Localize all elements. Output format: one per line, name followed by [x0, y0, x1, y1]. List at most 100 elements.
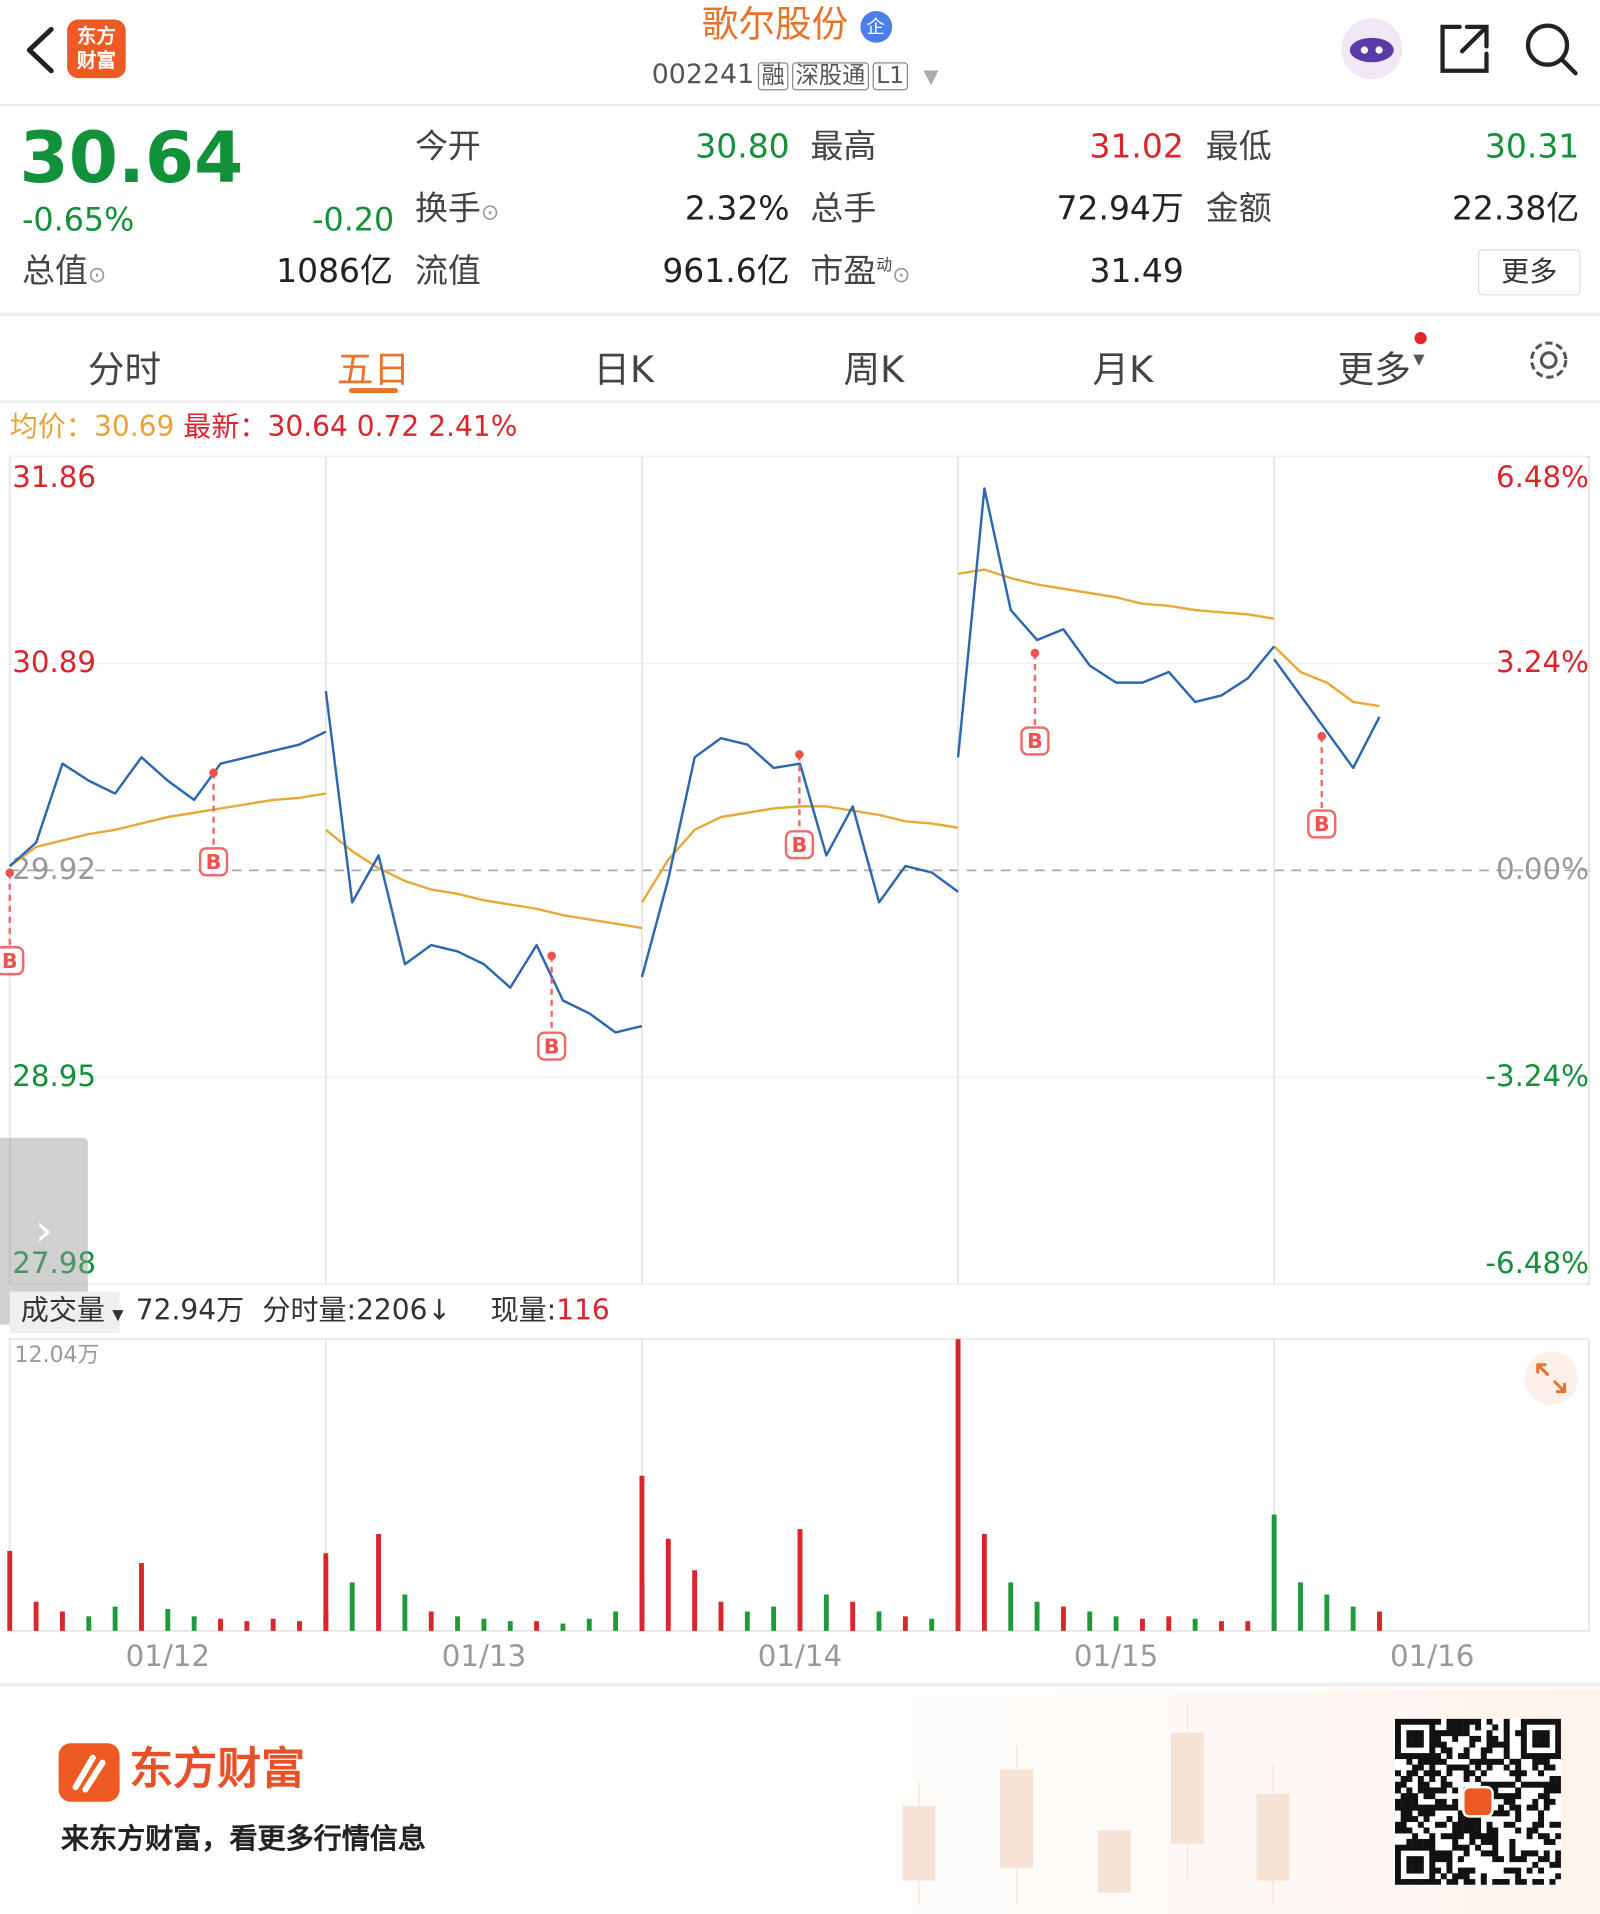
field-value: 72.94万: [1056, 190, 1184, 229]
qr-module: [1515, 1770, 1522, 1777]
more-button[interactable]: 更多: [1477, 249, 1581, 296]
qr-module: [1520, 1879, 1527, 1885]
qr-module: [1394, 1827, 1401, 1834]
qr-module: [1446, 1816, 1453, 1823]
qr-module: [1538, 1730, 1545, 1737]
qr-module: [1492, 1850, 1499, 1857]
qr-module: [1480, 1747, 1487, 1754]
qr-module: [1412, 1844, 1419, 1851]
volume-selector[interactable]: [9, 1291, 120, 1334]
qr-module: [1532, 1804, 1539, 1811]
volume-bar: [823, 1594, 829, 1631]
qr-module: [1469, 1833, 1476, 1840]
five-day-chart: 27.98 28.95 29.92 30.89 31.86 -6.48% -3.24% 0.0…: [0, 455, 1600, 1687]
qr-module: [1452, 1827, 1459, 1834]
qr-module: [1435, 1787, 1441, 1794]
app-logo-text: 东方财富: [76, 24, 116, 73]
search-button[interactable]: [1522, 20, 1581, 79]
qr-module: [1394, 1730, 1401, 1737]
qr-module: [1435, 1735, 1441, 1742]
qr-module: [1440, 1873, 1447, 1880]
volume-header: 成交量 ▼ 72.94万: [21, 1297, 244, 1326]
qr-module: [1549, 1879, 1556, 1885]
qr-module: [1503, 1793, 1510, 1800]
qr-module: [1503, 1764, 1510, 1771]
volume-bar: [534, 1621, 540, 1631]
qr-module: [1532, 1850, 1539, 1857]
qr-module: [1538, 1879, 1545, 1885]
qr-module: [1532, 1735, 1539, 1742]
buy-marker-label: B: [206, 850, 222, 874]
info-icon[interactable]: ⊙: [87, 262, 107, 289]
qr-module: [1532, 1798, 1539, 1805]
qr-module: [1406, 1741, 1413, 1748]
qr-module: [1412, 1793, 1419, 1800]
info-bar: 均价：30.69 最新：30.64 0.72 2.41%: [10, 413, 518, 442]
qr-module: [1412, 1816, 1419, 1823]
qr-module: [1457, 1816, 1464, 1823]
qr-module: [1555, 1724, 1561, 1731]
volume-bar: [586, 1618, 592, 1631]
qr-module: [1492, 1758, 1499, 1765]
qr-module: [1526, 1850, 1533, 1857]
qr-module: [1446, 1764, 1453, 1771]
qr-module: [1486, 1827, 1493, 1834]
qr-module: [1538, 1758, 1545, 1765]
qr-module: [1452, 1718, 1459, 1725]
qr-module: [1417, 1861, 1424, 1868]
back-button[interactable]: [17, 24, 61, 75]
settings-button[interactable]: [1526, 337, 1572, 383]
qr-module: [1440, 1856, 1447, 1863]
info-icon[interactable]: ⊙: [892, 262, 911, 289]
qr-module: [1543, 1718, 1550, 1725]
qr-module: [1543, 1753, 1550, 1760]
qr-module: [1417, 1775, 1424, 1782]
buy-marker-label: B: [2, 949, 18, 973]
qr-module: [1515, 1793, 1522, 1800]
qr-module: [1406, 1804, 1413, 1811]
tab[interactable]: 更多: [1337, 349, 1411, 392]
qr-module: [1429, 1730, 1436, 1737]
qr-module: [1429, 1764, 1436, 1771]
qr-module: [1446, 1867, 1453, 1874]
assistant-avatar[interactable]: [1338, 15, 1406, 83]
tab[interactable]: 周K: [843, 349, 905, 392]
qr-module: [1475, 1821, 1482, 1828]
expand-button[interactable]: [1523, 1350, 1579, 1406]
qr-module: [1532, 1718, 1539, 1725]
qr-module: [1486, 1758, 1493, 1765]
info-icon[interactable]: ⊙: [480, 200, 500, 226]
share-button[interactable]: [1435, 20, 1494, 79]
qr-module: [1406, 1775, 1413, 1782]
qr-module: [1394, 1724, 1401, 1731]
qr-module: [1486, 1741, 1493, 1748]
volume-bar: [876, 1611, 882, 1631]
qr-module: [1429, 1753, 1436, 1760]
qr-module: [1417, 1781, 1424, 1788]
volume-bar: [244, 1621, 250, 1631]
volume-bar: [455, 1616, 461, 1631]
qr-module: [1526, 1827, 1533, 1834]
tab[interactable]: 日K: [593, 349, 654, 392]
dropdown-caret[interactable]: ▼: [923, 64, 939, 88]
brand-icon: [58, 1743, 120, 1802]
qr-code[interactable]: [1394, 1718, 1561, 1885]
qr-module: [1486, 1838, 1493, 1845]
qr-module: [1452, 1838, 1459, 1845]
buy-marker: [536, 1031, 567, 1061]
qr-module: [1412, 1856, 1419, 1863]
tab[interactable]: 五日: [336, 349, 411, 392]
tab[interactable]: 月K: [1092, 349, 1154, 392]
volume-bar: [718, 1601, 724, 1631]
tab[interactable]: 分时: [87, 349, 162, 392]
qr-module: [1555, 1781, 1561, 1788]
qr-module: [1509, 1821, 1516, 1828]
qr-module: [1475, 1735, 1482, 1742]
qr-module: [1452, 1833, 1459, 1840]
buy-marker: [1020, 726, 1050, 756]
caret: ▼: [112, 1306, 124, 1324]
qr-module: [1440, 1758, 1447, 1765]
qr-module: [1457, 1873, 1464, 1880]
qr-module: [1463, 1850, 1470, 1857]
qr-module: [1509, 1838, 1516, 1845]
